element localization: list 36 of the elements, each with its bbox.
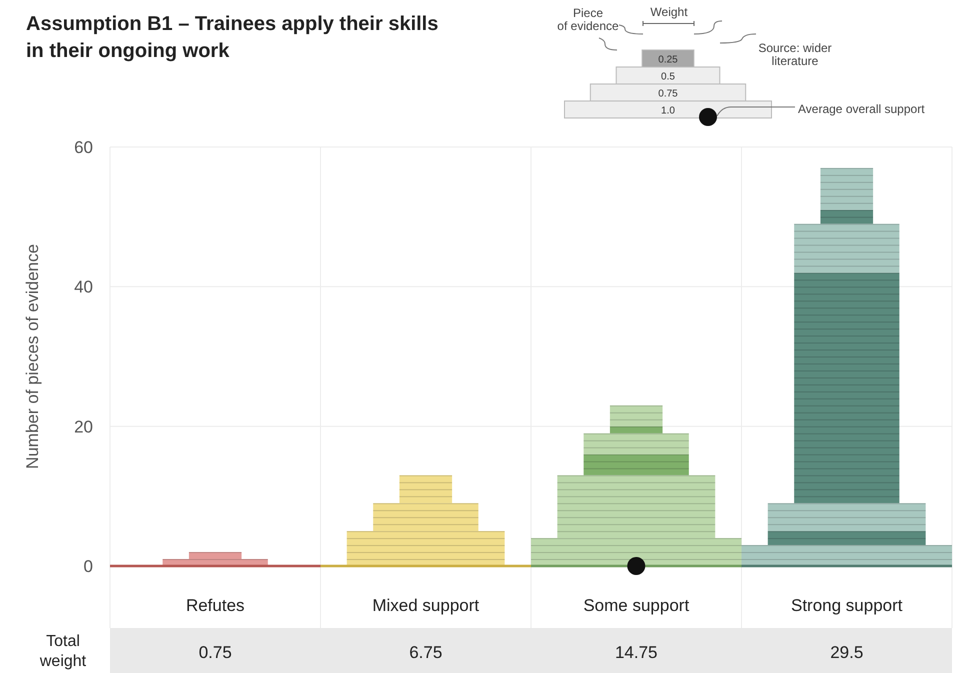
bar — [610, 405, 663, 426]
bar — [768, 531, 926, 546]
y-tick-label: 0 — [84, 557, 93, 576]
chart-title: Assumption B1 – Trainees apply their skills in their ongoing work — [26, 13, 438, 62]
text: 14.75 — [614, 643, 658, 662]
y-tick-label: 40 — [74, 278, 93, 297]
x-tick-label: Mixed support — [372, 596, 480, 615]
text: 29.5 — [830, 643, 864, 662]
text: Piece of evidence — [557, 6, 620, 33]
text: Average overall support — [798, 102, 926, 116]
text: Weight — [650, 5, 688, 19]
y-tick-label: 60 — [74, 138, 93, 157]
x-tick-label: Some support — [583, 596, 690, 615]
bar — [557, 475, 716, 538]
text: 0.75 — [198, 643, 232, 662]
bar — [373, 503, 478, 532]
bar — [820, 168, 874, 210]
bar — [794, 272, 900, 504]
y-tick-label: 20 — [74, 417, 93, 436]
text: 6.75 — [409, 643, 442, 662]
bar — [584, 454, 689, 476]
bar — [188, 552, 242, 560]
text: Total weight — [38, 633, 87, 670]
bar — [610, 426, 663, 434]
source-note: Source: wider literature — [758, 41, 832, 68]
bar — [820, 210, 874, 224]
bar — [742, 545, 952, 566]
bar — [768, 503, 926, 532]
x-tick-label: Strong support — [790, 596, 903, 615]
bar — [399, 475, 452, 504]
bar — [531, 538, 742, 566]
bar — [346, 531, 505, 566]
y-axis-title: Number of pieces of evidence — [23, 244, 42, 469]
x-tick-label: Refutes — [186, 596, 245, 615]
bar — [794, 224, 900, 273]
bar — [584, 433, 689, 454]
